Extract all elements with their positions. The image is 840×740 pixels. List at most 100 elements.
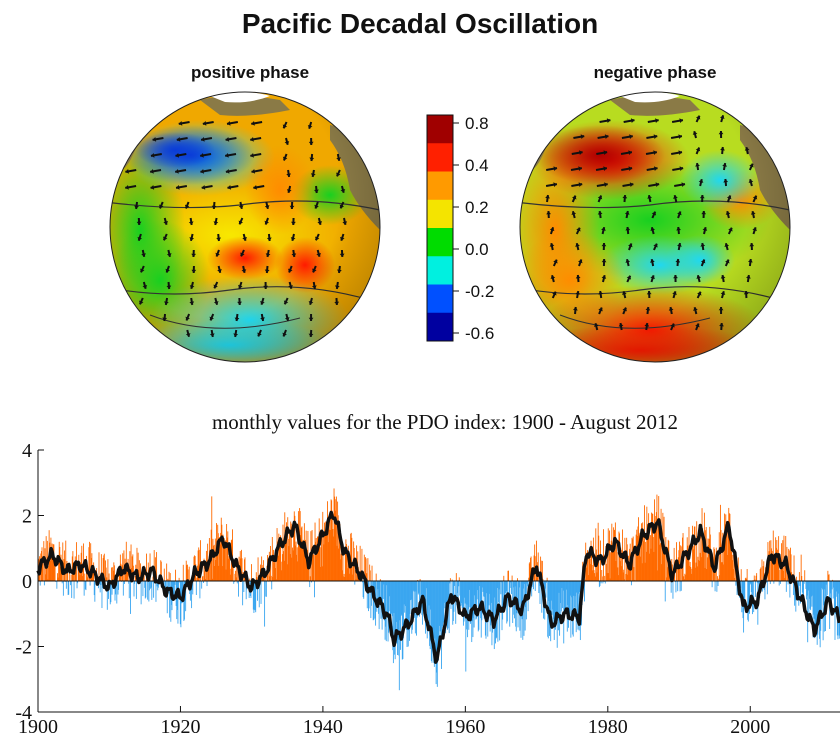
monthly-bar [494, 581, 496, 598]
monthly-bar [127, 568, 128, 581]
monthly-bar [293, 532, 295, 581]
monthly-bar [316, 548, 318, 581]
monthly-bar [445, 581, 447, 605]
monthly-bar [784, 577, 785, 581]
monthly-bar [46, 565, 48, 581]
wind-arrow-head [701, 211, 707, 215]
monthly-bar [455, 581, 457, 624]
monthly-bar [702, 528, 704, 581]
monthly-bar [589, 558, 591, 581]
monthly-bar [340, 553, 342, 581]
monthly-bar [719, 575, 721, 581]
monthly-bar [160, 560, 162, 581]
monthly-bar [300, 527, 302, 581]
monthly-bar [419, 578, 421, 581]
wind-arrow-head [308, 317, 314, 321]
monthly-bar [99, 581, 101, 593]
monthly-bar [613, 527, 615, 581]
monthly-bar [430, 581, 432, 610]
colorbar-cell [427, 312, 453, 342]
monthly-bar [222, 534, 224, 581]
monthly-bar [361, 548, 363, 581]
monthly-bar [175, 569, 177, 581]
monthly-bar [726, 529, 728, 581]
wind-arrow-head [176, 184, 180, 190]
monthly-bar [336, 545, 338, 581]
monthly-bar [787, 581, 789, 585]
monthly-bar [519, 581, 521, 631]
monthly-bar [693, 526, 695, 581]
monthly-bar [733, 568, 734, 581]
monthly-bar [498, 581, 500, 590]
monthly-bar [313, 554, 315, 581]
monthly-bar [65, 581, 67, 589]
wind-arrow-head [315, 236, 320, 241]
monthly-bar [763, 561, 765, 581]
monthly-bar [302, 544, 304, 581]
monthly-bar [387, 581, 389, 642]
monthly-bar [642, 522, 644, 581]
monthly-bar [723, 545, 725, 581]
monthly-bar [778, 581, 780, 586]
monthly-bar [165, 581, 166, 594]
monthly-bar [105, 567, 107, 581]
monthly-bar [753, 575, 755, 581]
monthly-bar [376, 581, 378, 605]
monthly-bar [771, 548, 772, 581]
monthly-bar [697, 556, 699, 581]
wind-arrow-head [125, 184, 129, 190]
y-tick-label: -2 [15, 637, 32, 659]
wind-arrow-head [630, 118, 635, 124]
monthly-bar [523, 581, 525, 636]
wind-arrow-head [749, 163, 754, 168]
wind-arrow-head [150, 152, 155, 158]
monthly-bar [89, 541, 90, 581]
monthly-bar [192, 581, 194, 595]
wind-arrow-head [646, 291, 652, 295]
wind-arrow-head [653, 134, 658, 140]
wind-arrow-head [724, 243, 730, 247]
monthly-bar [648, 513, 650, 581]
monthly-bar [213, 566, 215, 581]
monthly-bar [75, 567, 77, 581]
monthly-bar [817, 581, 819, 625]
monthly-bar [457, 581, 458, 593]
monthly-bar [122, 581, 124, 596]
monthly-bar [510, 581, 512, 588]
monthly-bar [298, 540, 300, 581]
monthly-bar [188, 566, 190, 581]
monthly-bar [603, 529, 604, 581]
monthly-bar [439, 581, 441, 632]
monthly-bar [833, 581, 835, 609]
monthly-bar [602, 581, 604, 584]
monthly-bar [540, 556, 542, 581]
monthly-bar [830, 581, 832, 594]
monthly-bar [777, 558, 779, 581]
wind-arrow-head [624, 211, 630, 215]
monthly-bar [294, 515, 296, 581]
monthly-bar [343, 576, 344, 581]
monthly-bar [806, 581, 808, 596]
monthly-bar [51, 543, 53, 581]
monthly-bar [133, 581, 135, 597]
monthly-bar [270, 575, 272, 581]
wind-arrow-head [677, 243, 682, 247]
monthly-bar [716, 581, 718, 592]
monthly-bar [177, 581, 179, 624]
monthly-bar [163, 568, 165, 581]
monthly-bar [573, 581, 575, 608]
monthly-bar [281, 570, 283, 581]
monthly-bar [271, 581, 273, 590]
monthly-bar [48, 565, 49, 581]
monthly-bar [126, 571, 128, 581]
monthly-bar [700, 557, 702, 581]
wind-arrow-head [603, 166, 607, 172]
monthly-bar [454, 581, 455, 586]
monthly-bar [529, 562, 531, 581]
monthly-bar [485, 581, 487, 639]
wind-arrow-head [340, 189, 346, 193]
x-tick-label: 1960 [445, 716, 485, 738]
monthly-bar [615, 560, 617, 581]
monthly-bar [286, 522, 288, 581]
